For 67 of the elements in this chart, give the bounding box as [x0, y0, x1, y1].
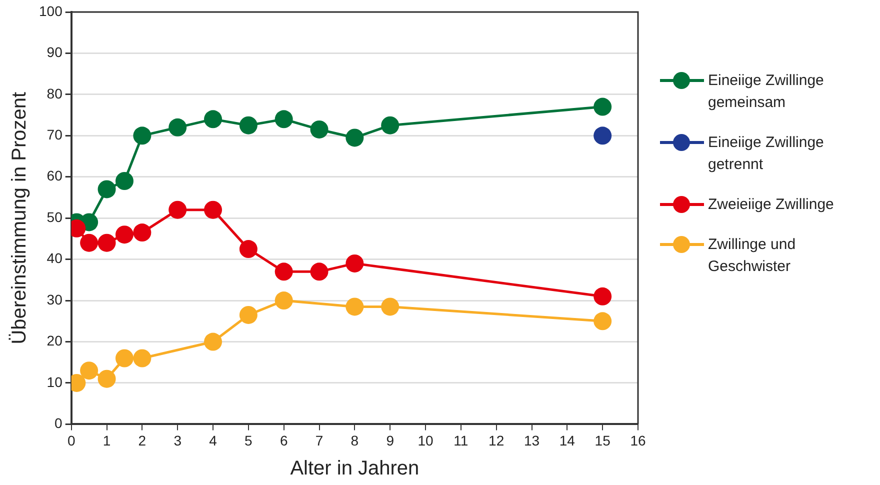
- point: [98, 234, 116, 252]
- point: [115, 349, 134, 368]
- point: [168, 118, 187, 136]
- x-tick-label: 0: [67, 432, 76, 448]
- y-tick-label: 100: [39, 2, 63, 19]
- point: [594, 126, 612, 145]
- point: [594, 98, 612, 116]
- point: [274, 110, 293, 128]
- point: [98, 370, 116, 388]
- x-tick-label: 1: [102, 432, 111, 448]
- point: [274, 262, 293, 281]
- point: [115, 226, 134, 244]
- y-tick-label: 40: [46, 250, 63, 266]
- x-tick-label: 7: [315, 432, 324, 448]
- point: [204, 332, 222, 351]
- point: [239, 240, 258, 258]
- y-tick-label: 20: [46, 332, 63, 349]
- x-tick-label: 15: [594, 432, 611, 448]
- y-tick-label: 60: [46, 168, 63, 184]
- point: [310, 262, 328, 281]
- point: [133, 349, 152, 368]
- point: [239, 116, 258, 134]
- x-tick-label: 3: [174, 432, 182, 448]
- legend-label: Eineiige Zwillinge getrennt: [708, 133, 825, 175]
- x-tick-label: 10: [418, 432, 434, 448]
- y-tick-label: 50: [46, 208, 63, 225]
- legend-label: Zweieiige Zwillinge: [708, 195, 834, 215]
- y-tick-label: 30: [46, 291, 63, 308]
- y-tick-label: 10: [46, 374, 63, 390]
- point: [594, 287, 612, 306]
- point: [133, 126, 152, 145]
- x-tick-label: 9: [386, 432, 394, 448]
- point: [381, 116, 400, 134]
- point: [168, 200, 187, 219]
- point: [346, 254, 364, 272]
- point: [239, 306, 258, 324]
- point: [204, 200, 222, 219]
- x-tick-label: 8: [350, 432, 359, 448]
- point: [346, 298, 364, 316]
- y-tick-label: 70: [46, 126, 63, 143]
- point: [381, 298, 400, 316]
- point: [594, 312, 612, 330]
- point: [80, 234, 98, 252]
- legend-label: Zwillinge und Geschwister: [708, 235, 797, 277]
- x-tick-label: 16: [630, 432, 646, 448]
- x-tick-label: 11: [454, 432, 468, 448]
- y-tick-label: 90: [46, 44, 63, 60]
- x-tick-label: 2: [138, 432, 146, 448]
- point: [346, 128, 364, 147]
- point: [80, 362, 98, 380]
- point: [98, 180, 116, 198]
- legend-label: Eineiige Zwillinge gemeinsam: [708, 71, 825, 113]
- x-tick-label: 12: [488, 432, 504, 448]
- y-tick-label: 0: [54, 415, 63, 432]
- x-tick-label: 6: [280, 432, 288, 448]
- point: [204, 110, 222, 128]
- y-tick-label: 80: [46, 85, 63, 102]
- x-axis-title: Alter in Jahren: [290, 458, 420, 480]
- point: [133, 224, 152, 242]
- point: [310, 120, 328, 138]
- x-tick-label: 5: [244, 432, 253, 448]
- x-tick-label: 13: [524, 432, 540, 448]
- y-axis-title: Übereinstimmung in Prozent: [8, 91, 31, 344]
- point: [274, 292, 293, 310]
- point: [115, 172, 134, 190]
- x-tick-label: 14: [559, 432, 576, 448]
- x-tick-label: 4: [209, 432, 218, 448]
